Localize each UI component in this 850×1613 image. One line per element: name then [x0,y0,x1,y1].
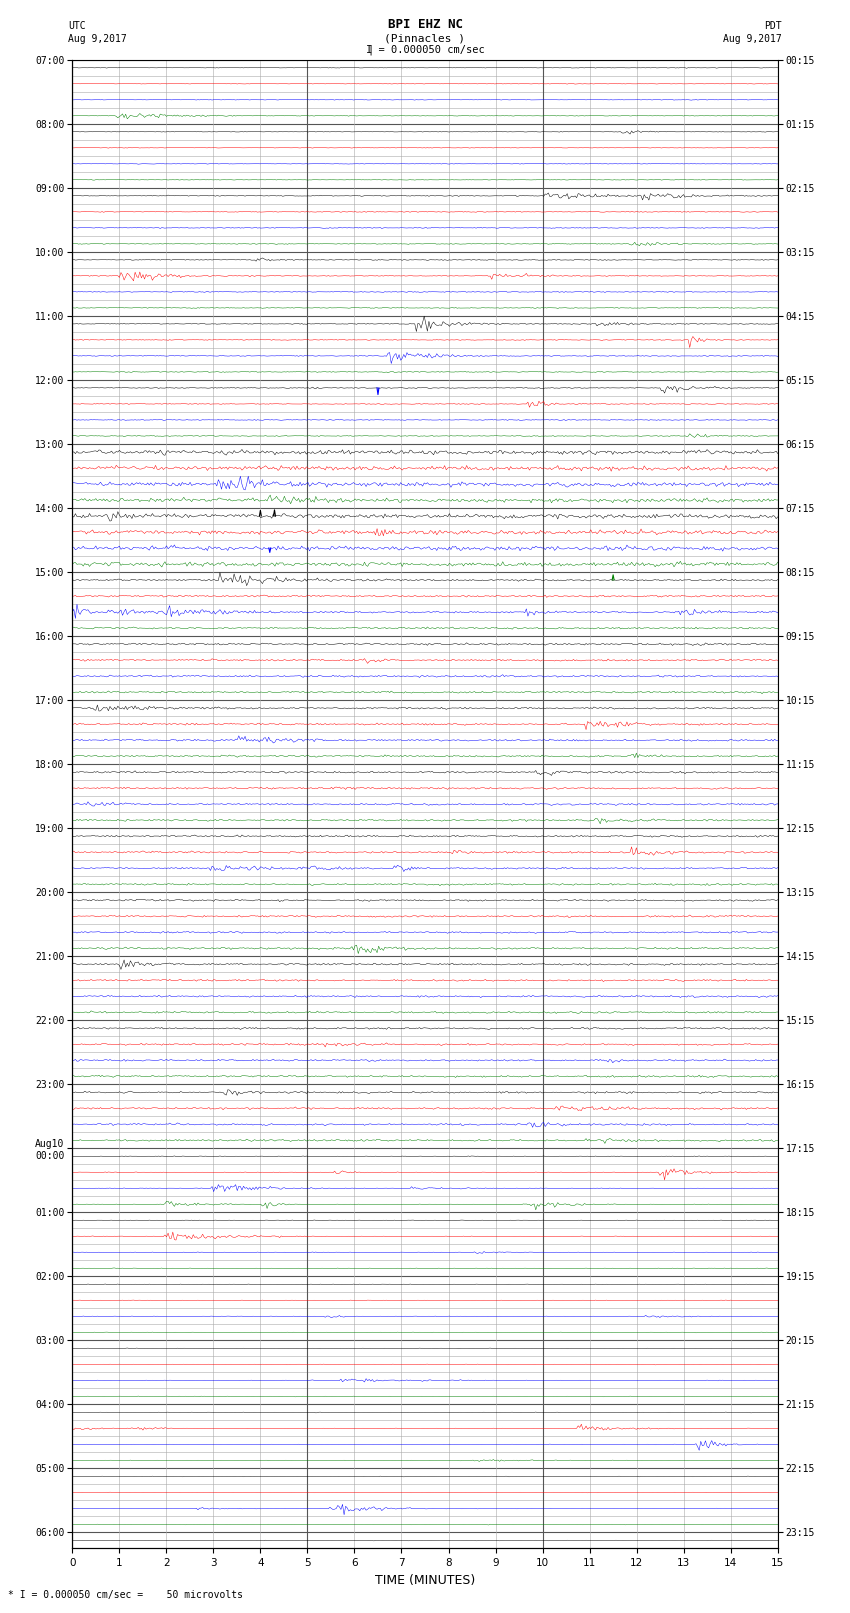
Text: (Pinnacles ): (Pinnacles ) [384,34,466,44]
Text: * I = 0.000050 cm/sec =    50 microvolts: * I = 0.000050 cm/sec = 50 microvolts [8,1590,243,1600]
Text: BPI EHZ NC: BPI EHZ NC [388,18,462,31]
Text: |: | [368,44,374,55]
Text: PDT: PDT [764,21,782,31]
Text: Aug 9,2017: Aug 9,2017 [723,34,782,44]
Text: I = 0.000050 cm/sec: I = 0.000050 cm/sec [366,45,484,55]
X-axis label: TIME (MINUTES): TIME (MINUTES) [375,1574,475,1587]
Text: UTC: UTC [68,21,86,31]
Text: Aug 9,2017: Aug 9,2017 [68,34,127,44]
